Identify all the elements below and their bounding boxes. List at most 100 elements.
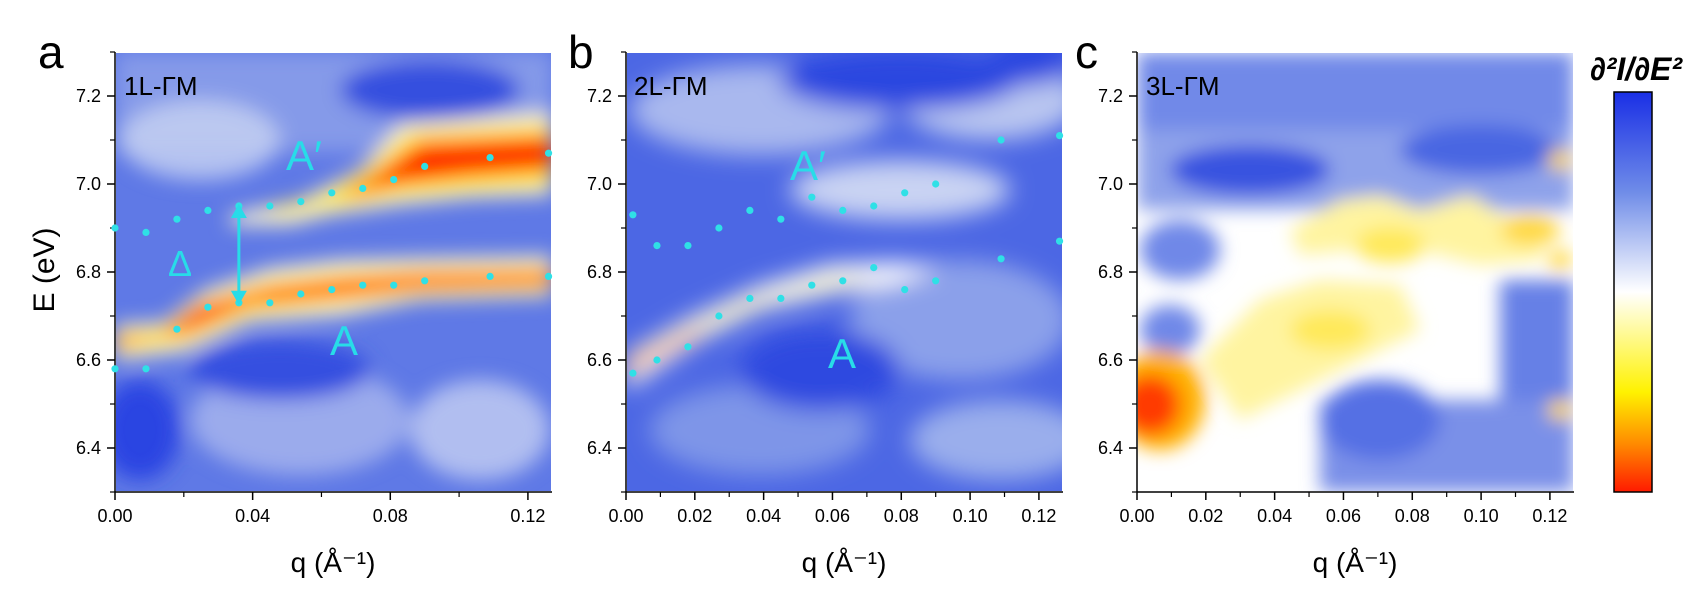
data-point xyxy=(204,303,212,311)
y-tick-label: 6.6 xyxy=(76,350,101,370)
data-point xyxy=(684,343,692,351)
data-point xyxy=(1055,132,1064,140)
data-point xyxy=(684,242,692,250)
x-tick-label: 0.00 xyxy=(1119,506,1154,526)
y-tick-label: 6.4 xyxy=(587,438,612,458)
panel-a: 0.00 0.04 0.08 0.126.46.66.87.07.2 a 1L-ΓM … xyxy=(28,26,553,578)
y-tick-label: 7.0 xyxy=(587,174,612,194)
x-tick-label: 0.12 xyxy=(1532,506,1567,526)
x-tick-label: 0.04 xyxy=(1257,506,1292,526)
x-tick-label: 0.04 xyxy=(235,506,270,526)
data-point xyxy=(808,281,816,289)
series-label-a-a: A xyxy=(330,317,358,364)
data-point xyxy=(839,206,847,214)
heatmap-c xyxy=(1137,52,1574,492)
data-point xyxy=(111,224,119,232)
y-tick-label: 7.0 xyxy=(1098,174,1123,194)
y-tick-label: 6.8 xyxy=(1098,262,1123,282)
y-axis-label: E (eV) xyxy=(28,227,61,312)
series-label-b-a: A xyxy=(828,330,856,377)
x-tick-label: 0.08 xyxy=(1395,506,1430,526)
x-tick-label: 0.12 xyxy=(1021,506,1056,526)
data-point xyxy=(997,255,1005,263)
data-point xyxy=(932,277,940,285)
x-axis-label-c: q (Å⁻¹) xyxy=(1313,547,1398,578)
y-tick-label: 6.6 xyxy=(1098,350,1123,370)
colorbar: ∂²I/∂E² xyxy=(1590,51,1683,493)
data-point xyxy=(421,162,429,170)
data-point xyxy=(328,189,336,197)
data-point xyxy=(777,294,785,302)
y-tick-label: 6.4 xyxy=(76,438,101,458)
data-point xyxy=(653,242,661,250)
data-point xyxy=(629,369,637,377)
x-tick-label: 0.10 xyxy=(1464,506,1499,526)
y-tick-label: 7.2 xyxy=(1098,86,1123,106)
y-tick-label: 7.2 xyxy=(76,86,101,106)
data-point xyxy=(486,272,494,280)
x-tick-label: 0.02 xyxy=(1188,506,1223,526)
panel-letter-b: b xyxy=(568,26,594,78)
panel-c: 0.00 0.02 0.04 0.06 0.08 0.10 0.12 6.4 6.6 6.8 7.0… xyxy=(1075,26,1574,578)
data-point xyxy=(746,294,754,302)
x-tick-label: 0.04 xyxy=(746,506,781,526)
axes-a: 0.00 0.04 0.08 0.12 6.4 6.6 6.8 7.0 7.2 xyxy=(76,51,552,526)
data-point xyxy=(266,299,274,307)
x-tick-label: 0.02 xyxy=(677,506,712,526)
x-tick-label: 0.08 xyxy=(884,506,919,526)
data-point xyxy=(715,224,723,232)
panel-b: 0.00 0.02 0.04 0.06 0.08 0.10 0.12 6.4 6.6 6.8 7.0… xyxy=(568,26,1064,578)
data-point xyxy=(544,149,553,157)
x-tick-label: 0.00 xyxy=(608,506,643,526)
data-point xyxy=(839,277,847,285)
data-point xyxy=(142,365,150,373)
data-point xyxy=(328,286,336,294)
data-point xyxy=(390,281,398,289)
data-point xyxy=(266,202,274,210)
x-axis-label-b: q (Å⁻¹) xyxy=(802,547,887,578)
data-point xyxy=(142,228,150,236)
series-label-a-aprime: A′ xyxy=(286,132,322,179)
data-point xyxy=(629,211,637,219)
y-tick-label: 7.0 xyxy=(76,174,101,194)
data-point xyxy=(359,281,367,289)
y-tick-label: 6.8 xyxy=(76,262,101,282)
data-point xyxy=(173,215,181,223)
delta-arrow-head-bottom xyxy=(230,290,247,305)
x-tick-label: 0.00 xyxy=(97,506,132,526)
data-point xyxy=(997,136,1005,144)
data-point xyxy=(359,184,367,192)
data-point xyxy=(173,325,181,333)
data-point xyxy=(421,277,429,285)
x-tick-label: 0.12 xyxy=(510,506,545,526)
x-axis-label-a: q (Å⁻¹) xyxy=(291,547,376,578)
data-point xyxy=(204,206,212,214)
colorbar-gradient xyxy=(1613,91,1653,493)
data-point xyxy=(901,189,909,197)
delta-arrow-head-top xyxy=(230,204,247,218)
x-tick-label: 0.08 xyxy=(373,506,408,526)
marks-b xyxy=(629,132,1064,377)
axes-c: 0.00 0.02 0.04 0.06 0.08 0.10 0.12 6.4 6.6 6.8 7.0… xyxy=(1098,51,1574,526)
data-point xyxy=(777,215,785,223)
data-point xyxy=(808,193,816,201)
y-tick-label: 6.8 xyxy=(587,262,612,282)
data-point xyxy=(932,180,940,188)
panel-title-b: 2L-ΓM xyxy=(634,71,708,101)
data-point xyxy=(544,272,553,280)
data-point xyxy=(746,206,754,214)
data-point xyxy=(486,154,494,162)
heatmap-b xyxy=(626,52,1063,492)
y-tick-label: 6.4 xyxy=(1098,438,1123,458)
data-point xyxy=(653,356,661,364)
x-tick-label: 0.10 xyxy=(953,506,988,526)
data-point xyxy=(390,176,398,184)
marks-a xyxy=(111,149,553,373)
heatmap-a xyxy=(115,52,552,492)
panel-title-c: 3L-ΓM xyxy=(1146,71,1220,101)
x-tick-label: 0.06 xyxy=(1326,506,1361,526)
axes-b: 0.00 0.02 0.04 0.06 0.08 0.10 0.12 6.4 6.6 6.8 7.0… xyxy=(587,51,1063,526)
data-point xyxy=(111,365,119,373)
data-point xyxy=(297,198,305,206)
